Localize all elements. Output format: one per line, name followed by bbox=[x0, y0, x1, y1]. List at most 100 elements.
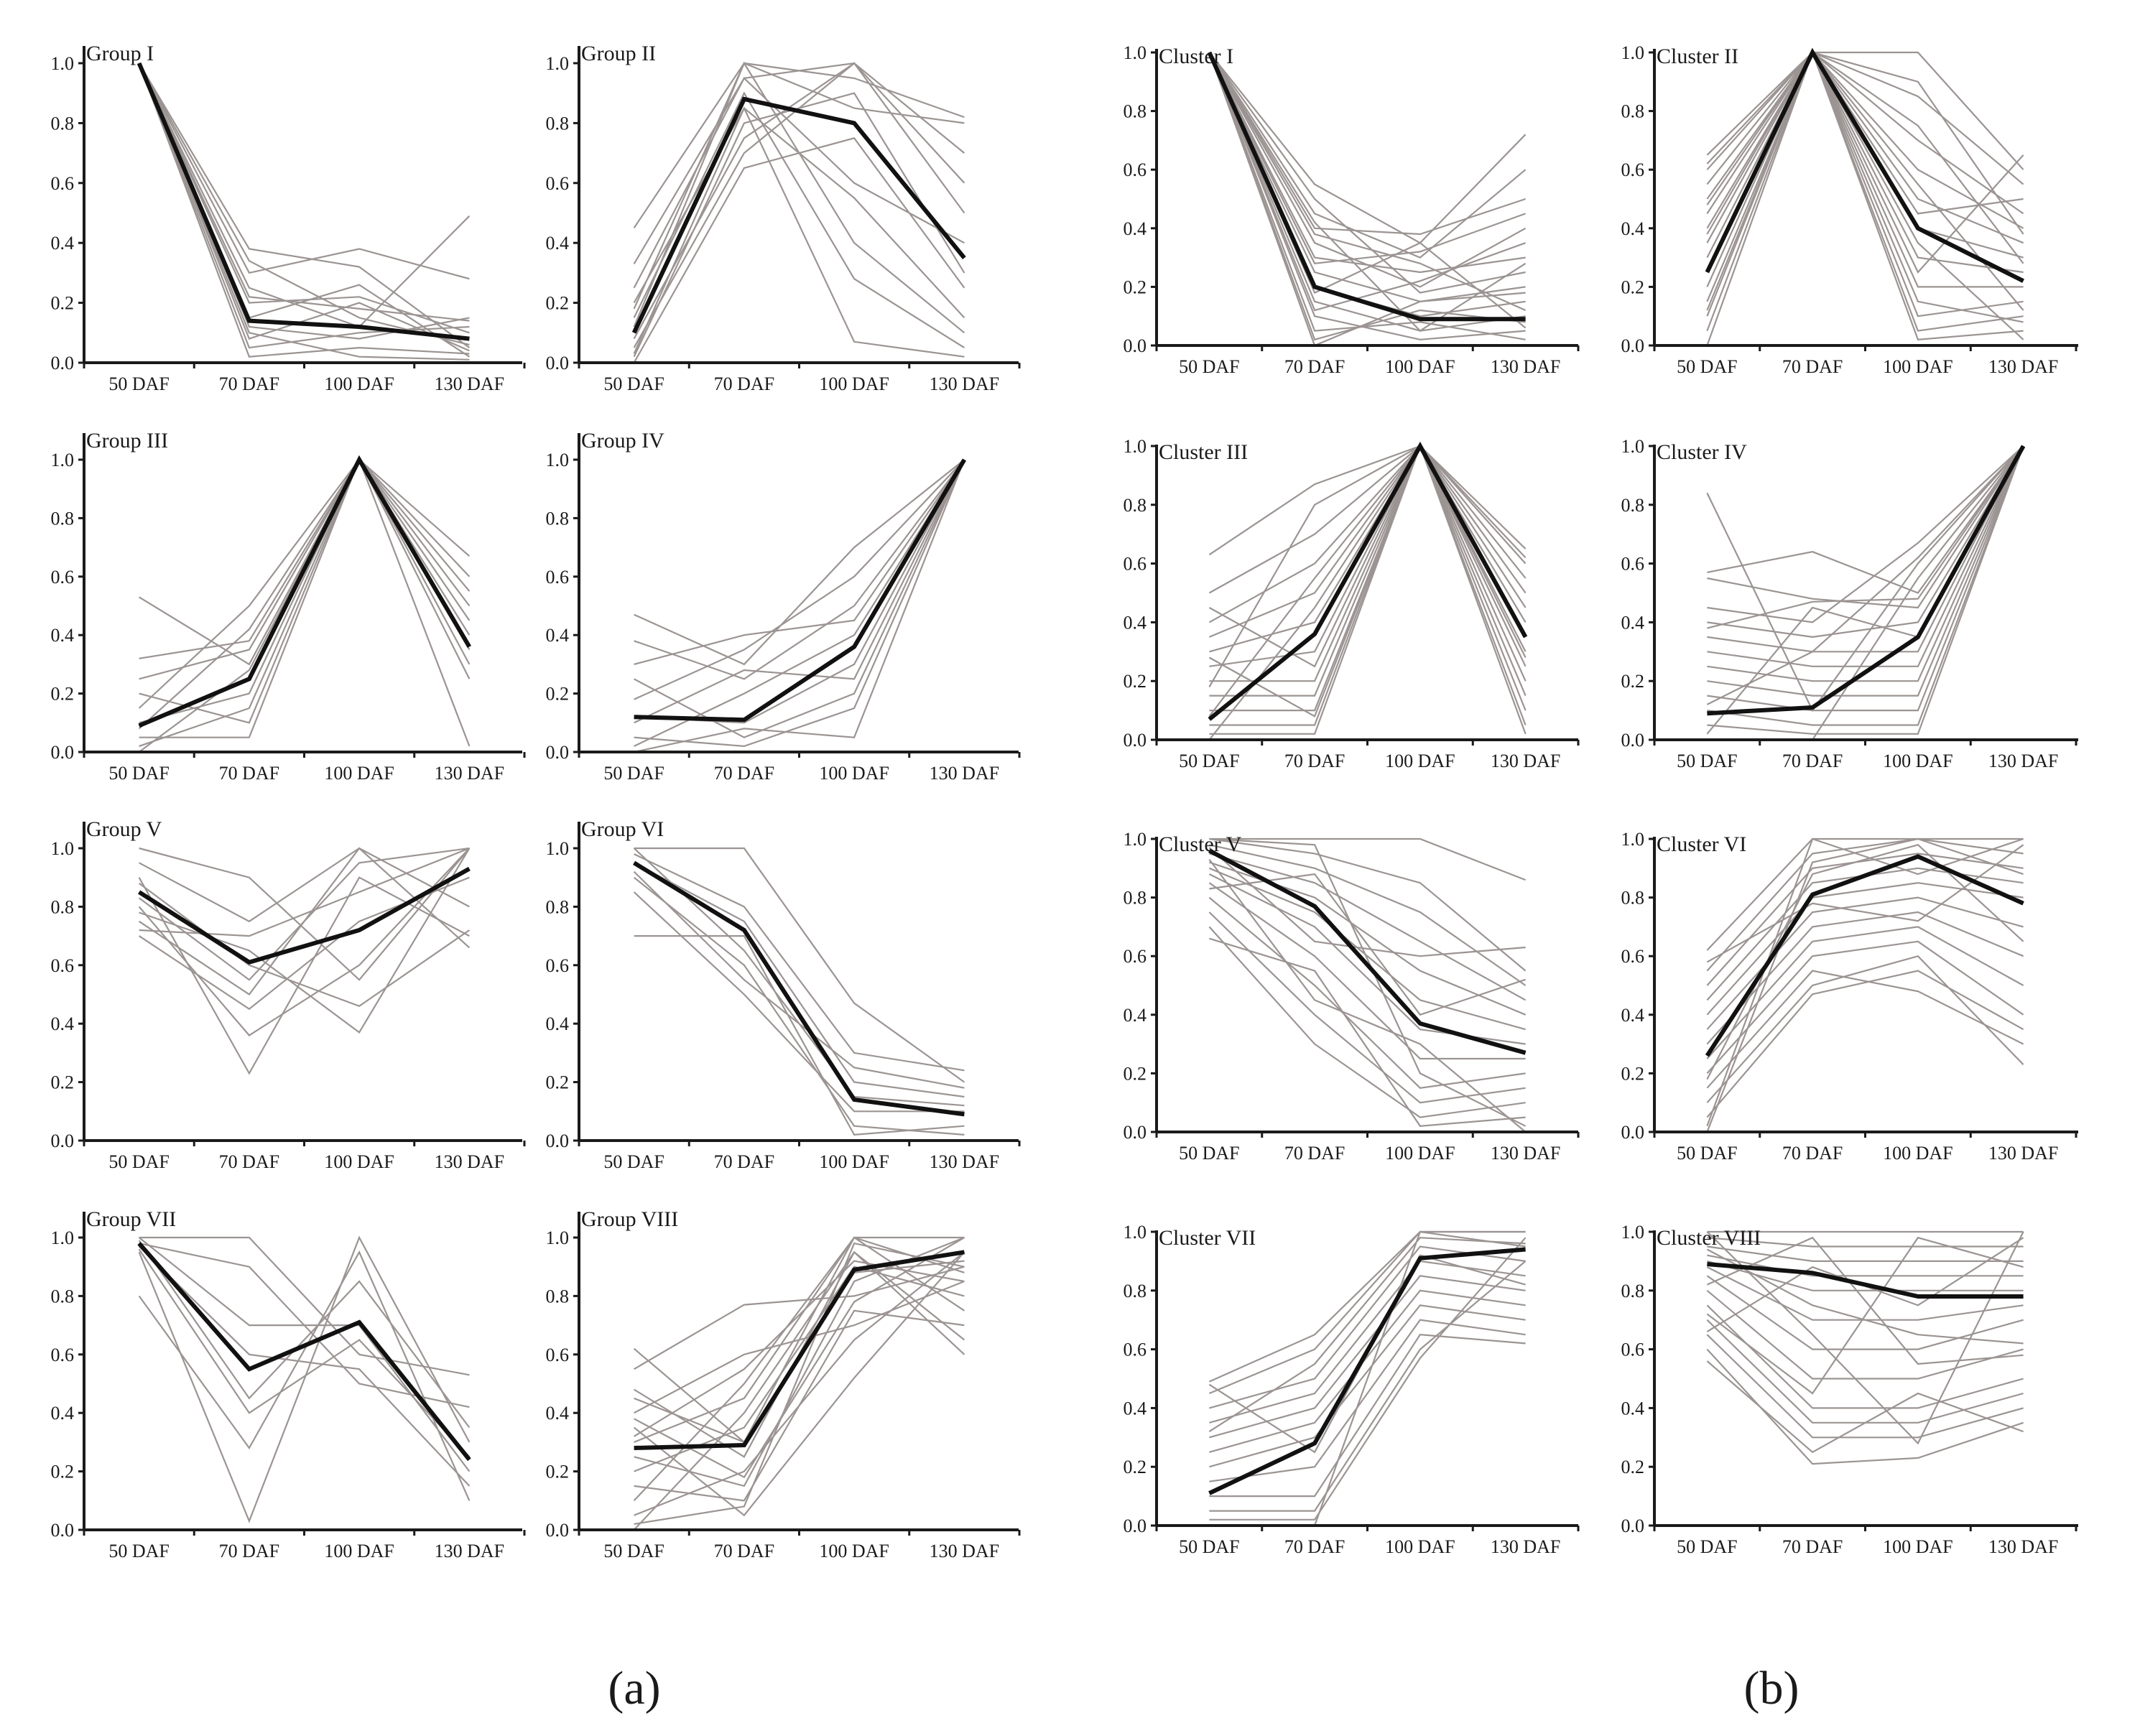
panel-label-a: (a) bbox=[608, 1662, 660, 1714]
chart-title: Cluster III bbox=[1159, 440, 1248, 464]
y-tick-label: 1.0 bbox=[1621, 1222, 1645, 1243]
profile-line-16 bbox=[1706, 1236, 2024, 1395]
chart-7: 0.0 0.2 0.4 0.6 0.8 1.0 50 DAF 70 DAF 100 DAF 130… bbox=[51, 1207, 526, 1561]
profile-line-1 bbox=[139, 847, 471, 981]
y-tick-label: 0.2 bbox=[1124, 1063, 1147, 1084]
profile-line-4 bbox=[138, 62, 470, 334]
y-tick-label: 0.0 bbox=[1124, 1515, 1147, 1536]
profile-line-4 bbox=[1208, 445, 1527, 638]
member-profiles bbox=[633, 1236, 965, 1531]
x-tick-label: 130 DAF bbox=[435, 1151, 505, 1172]
profile-line-9 bbox=[1707, 445, 2024, 697]
y-tick-label: 1.0 bbox=[51, 838, 75, 859]
x-tick-label: 50 DAF bbox=[1179, 751, 1240, 771]
y-tick-label: 0.6 bbox=[51, 173, 75, 194]
profile-line-8 bbox=[1208, 52, 1526, 332]
profile-line-10 bbox=[138, 847, 470, 981]
mean-profile-line bbox=[136, 62, 470, 341]
chart-title: Cluster VII bbox=[1159, 1226, 1256, 1250]
member-profiles bbox=[138, 847, 471, 1075]
profile-line-12 bbox=[1706, 970, 2024, 1118]
y-tick-label: 1.0 bbox=[1621, 829, 1645, 850]
profile-line-4 bbox=[1707, 1254, 2024, 1277]
y-tick-label: 0.8 bbox=[1124, 888, 1147, 909]
profile-line-5 bbox=[139, 848, 471, 1034]
profile-line-16 bbox=[1706, 445, 2024, 705]
member-profiles bbox=[138, 458, 471, 753]
x-tick-label: 130 DAF bbox=[930, 1151, 1000, 1172]
profile-line-15 bbox=[634, 1260, 965, 1437]
chart-12: 0.0 0.2 0.4 0.6 0.8 1.0 50 DAF 70 DAF 100 DAF 130… bbox=[1621, 436, 2078, 771]
profile-line-11 bbox=[1706, 1334, 2024, 1439]
profile-line-5 bbox=[1706, 51, 2024, 244]
profile-line-4 bbox=[1209, 853, 1527, 1001]
x-tick-label: 100 DAF bbox=[1883, 356, 1953, 377]
profile-line-9 bbox=[138, 62, 470, 358]
y-tick-label: 0.2 bbox=[1621, 1063, 1645, 1084]
profile-line-10 bbox=[1707, 445, 2024, 712]
y-tick-label: 0.2 bbox=[1124, 1457, 1147, 1477]
x-tick-label: 50 DAF bbox=[603, 1151, 664, 1172]
y-tick-label: 0.6 bbox=[546, 567, 570, 588]
profile-line-15 bbox=[1208, 52, 1526, 312]
profile-line-1 bbox=[634, 847, 965, 1083]
mean-profile-line bbox=[1707, 1262, 2024, 1299]
chart-5: 0.0 0.2 0.4 0.6 0.8 1.0 50 DAF 70 DAF 100 DAF 130… bbox=[51, 817, 526, 1172]
member-profiles bbox=[138, 1235, 471, 1523]
y-tick-label: 0.0 bbox=[1124, 1122, 1147, 1143]
x-tick-label: 50 DAF bbox=[1677, 356, 1738, 377]
y-tick-label: 0.4 bbox=[1124, 1398, 1147, 1419]
x-tick-label: 50 DAF bbox=[108, 763, 170, 784]
profile-line-2 bbox=[139, 847, 470, 923]
mean-profile-line bbox=[1707, 445, 2026, 716]
y-tick-label: 1.0 bbox=[546, 1227, 570, 1248]
chart-title: Cluster V bbox=[1159, 832, 1242, 856]
x-tick-label: 70 DAF bbox=[1284, 1536, 1345, 1557]
y-tick-label: 0.6 bbox=[1621, 946, 1645, 967]
profile-line-2 bbox=[1706, 51, 2024, 185]
x-tick-label: 130 DAF bbox=[1988, 356, 2059, 377]
y-tick-label: 0.8 bbox=[546, 508, 570, 529]
profile-line-7 bbox=[1209, 444, 1527, 682]
profile-line-8 bbox=[138, 1248, 471, 1458]
y-tick-label: 1.0 bbox=[1124, 42, 1147, 63]
profile-line-12 bbox=[1208, 52, 1526, 294]
profile-line-9 bbox=[1208, 52, 1526, 340]
x-tick-label: 70 DAF bbox=[1782, 1143, 1843, 1164]
profile-line-5 bbox=[634, 459, 965, 700]
profile-line-4 bbox=[633, 876, 965, 1136]
x-tick-label: 130 DAF bbox=[435, 373, 505, 394]
profile-line-14 bbox=[1208, 445, 1527, 697]
profile-line-1 bbox=[1208, 52, 1527, 244]
profile-line-5 bbox=[1208, 52, 1526, 274]
y-tick-label: 0.2 bbox=[546, 293, 570, 314]
profile-line-9 bbox=[138, 458, 471, 753]
x-tick-label: 100 DAF bbox=[819, 1541, 889, 1561]
x-tick-label: 130 DAF bbox=[1491, 1143, 1561, 1164]
profile-line-8 bbox=[1706, 50, 2024, 288]
profile-line-9 bbox=[1706, 940, 2024, 1074]
profile-line-2 bbox=[1706, 837, 2024, 972]
x-tick-label: 50 DAF bbox=[1677, 1143, 1738, 1164]
profile-line-5 bbox=[633, 891, 965, 1113]
member-profiles bbox=[1208, 52, 1527, 347]
profile-line-16 bbox=[1706, 51, 2024, 311]
x-tick-label: 100 DAF bbox=[324, 763, 394, 784]
profile-line-11 bbox=[1707, 445, 2024, 726]
y-tick-label: 0.6 bbox=[1124, 554, 1147, 575]
mean-profile-line bbox=[1207, 51, 1526, 322]
x-tick-label: 70 DAF bbox=[219, 763, 280, 784]
profile-line-5 bbox=[138, 458, 471, 709]
y-tick-label: 0.6 bbox=[1124, 946, 1147, 967]
y-tick-label: 0.2 bbox=[51, 1462, 75, 1482]
y-tick-label: 0.0 bbox=[1124, 335, 1147, 356]
profile-line-12 bbox=[1706, 50, 2024, 340]
mean-profile-line bbox=[633, 860, 965, 1117]
y-tick-label: 0.2 bbox=[546, 684, 570, 705]
y-tick-label: 0.4 bbox=[546, 233, 570, 254]
x-tick-label: 70 DAF bbox=[219, 373, 280, 394]
profile-line-9 bbox=[138, 882, 471, 1008]
member-profiles bbox=[1208, 443, 1527, 741]
profile-line-7 bbox=[1706, 911, 2024, 1045]
chart-6: 0.0 0.2 0.4 0.6 0.8 1.0 50 DAF 70 DAF 100 DAF 130… bbox=[546, 817, 1021, 1172]
